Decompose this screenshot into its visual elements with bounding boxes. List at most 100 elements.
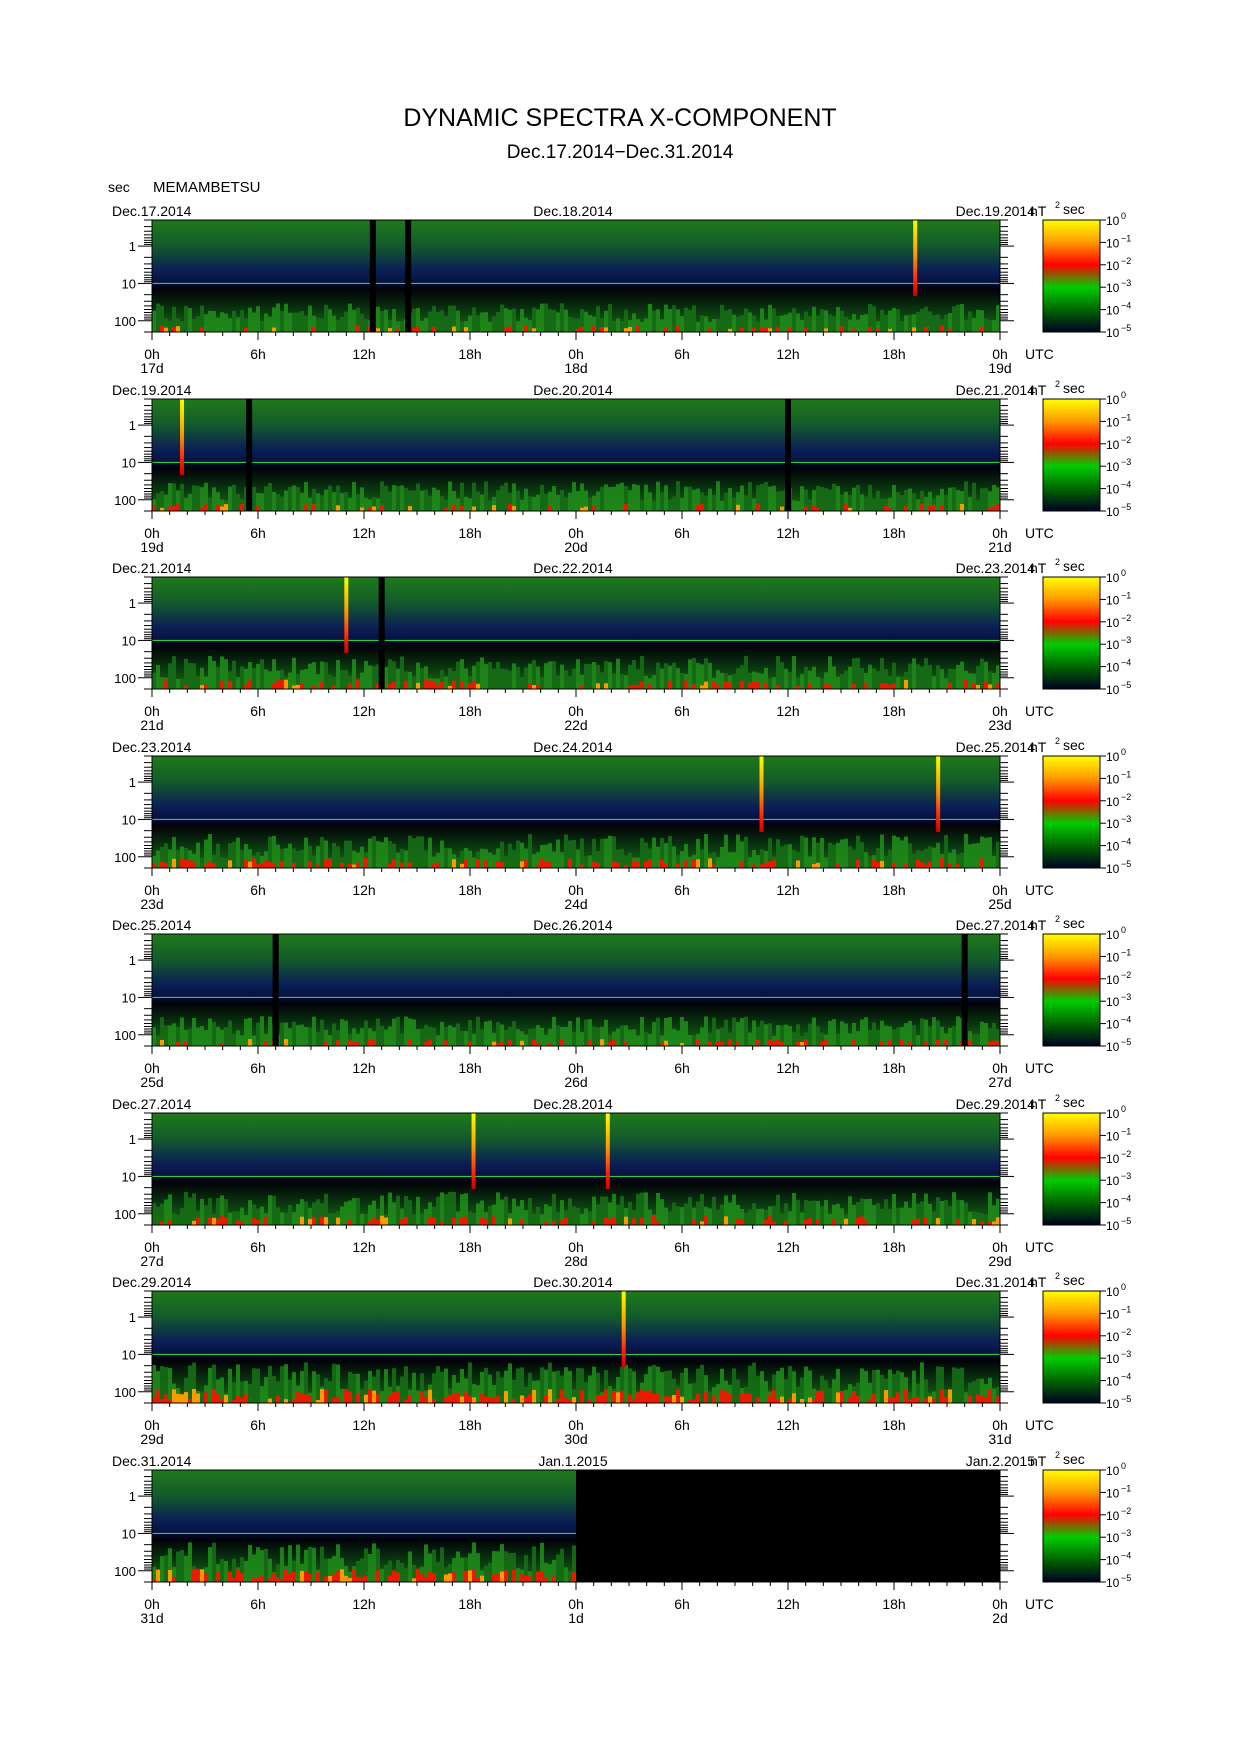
activity-burst [988,507,992,511]
activity-band [456,857,460,868]
activity-band [336,659,340,689]
activity-band [480,1371,484,1403]
activity-band [228,1212,232,1225]
activity-burst [692,1220,696,1225]
panel-end-date: Dec.23.2014 [956,560,1036,576]
activity-band [724,1195,728,1225]
activity-band [416,1390,420,1403]
activity-burst [720,1390,724,1403]
activity-burst [712,681,716,689]
activity-band [184,658,188,689]
panel-end-date: Dec.31.2014 [956,1274,1036,1290]
activity-burst [496,1396,500,1403]
data-gap [961,934,968,1046]
activity-band [464,1557,468,1582]
activity-burst [192,1388,196,1403]
activity-burst [416,682,420,689]
activity-burst [740,1393,744,1403]
activity-burst [760,326,764,332]
activity-burst [572,1572,576,1582]
activity-band [628,1201,632,1225]
activity-burst [200,507,204,511]
panel-start-date: Dec.27.2014 [112,1096,192,1112]
x-tick-label: 0h [568,882,584,898]
activity-band [356,307,360,332]
activity-band [316,1374,320,1403]
activity-burst [208,1217,212,1225]
activity-band [512,663,516,689]
activity-burst [268,1398,272,1403]
activity-band [720,500,724,511]
activity-band [216,492,220,511]
activity-band [444,1368,448,1403]
activity-band [572,1388,576,1403]
activity-burst [704,1216,708,1225]
activity-band [524,317,528,332]
activity-burst [168,1399,172,1403]
x-tick-label: 18h [882,703,905,719]
activity-burst [708,328,712,332]
activity-band [472,482,476,511]
activity-burst [684,860,688,868]
activity-band [528,663,532,689]
activity-band [168,1025,172,1046]
activity-burst [836,1392,840,1403]
activity-band [660,1372,664,1403]
activity-band [236,1030,240,1046]
activity-band [944,678,948,689]
activity-band [796,1024,800,1046]
activity-band [780,1213,784,1225]
activity-burst [736,1041,740,1046]
activity-band [592,1026,596,1046]
activity-band [448,481,452,511]
activity-band [916,664,920,689]
activity-burst [704,1392,708,1403]
activity-band [364,1020,368,1046]
activity-burst [268,1578,272,1582]
activity-band [560,489,564,511]
activity-band [440,310,444,332]
activity-band [352,1198,356,1225]
activity-band [264,1548,268,1582]
activity-band [344,840,348,868]
activity-band [208,1198,212,1225]
activity-band [420,1213,424,1225]
activity-band [932,847,936,868]
activity-band [824,310,828,332]
activity-band [488,1562,492,1582]
activity-burst [464,858,468,868]
activity-band [736,316,740,332]
activity-burst [220,1042,224,1046]
activity-band [428,1553,432,1582]
y-tick-label: 100 [114,850,136,865]
activity-band [612,320,616,332]
activity-band [440,1021,444,1046]
activity-band [680,497,684,511]
panel-mid-date: Dec.18.2014 [533,203,613,219]
activity-band [224,659,228,689]
activity-burst [388,864,392,868]
activity-burst [500,1042,504,1046]
panel-6: Dec.27.2014 Dec.28.2014 Dec.29.20141101000… [112,1093,1131,1269]
activity-burst [816,507,820,511]
activity-band [432,305,436,332]
activity-band [200,857,204,868]
activity-band [616,484,620,511]
activity-band [884,1199,888,1225]
activity-band [564,309,568,332]
activity-band [552,1016,556,1046]
activity-band [228,486,232,511]
activity-burst [308,861,312,868]
no-data-region [576,1470,1000,1582]
activity-burst [852,328,856,332]
activity-burst [348,1391,352,1403]
activity-band [776,1371,780,1403]
activity-band [184,1029,188,1046]
activity-band [228,1020,232,1046]
activity-band [564,834,568,868]
activity-band [672,662,676,689]
activity-band [264,313,268,332]
activity-band [812,306,816,332]
activity-burst [804,328,808,332]
activity-band [876,1203,880,1225]
